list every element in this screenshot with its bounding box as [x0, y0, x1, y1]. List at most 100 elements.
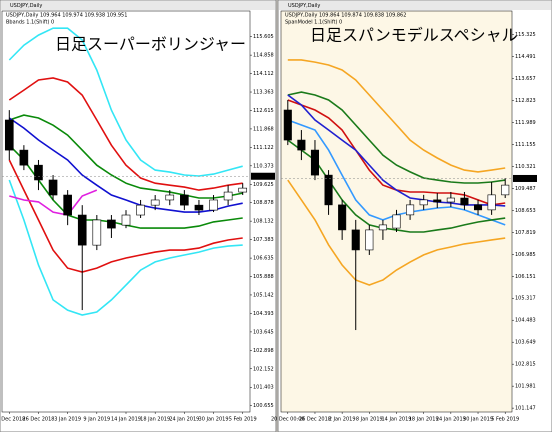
- x-tick-label: 19 Dec 2018: [0, 417, 25, 423]
- candle-body: [223, 191, 233, 201]
- window-title: USDJPY,Daily: [10, 3, 42, 9]
- indicator-line: [287, 94, 506, 207]
- title-bar: [1, 1, 275, 10]
- candle-body: [180, 194, 189, 206]
- candle-body: [473, 204, 483, 211]
- chart-header: USDJPY,Daily 109.964 109.974 109.938 109…: [6, 13, 127, 19]
- x-tick-label: 18 Jan 2019: [409, 417, 439, 423]
- y-tick-label: 113.657: [515, 76, 536, 82]
- y-tick-label: 109.625: [253, 182, 274, 188]
- indicator-line: [8, 117, 243, 213]
- indicator-line: [287, 91, 506, 184]
- y-tick-label: 108.132: [253, 219, 274, 225]
- y-tick-label: 101.403: [253, 385, 274, 391]
- overlay-title: 日足スーパーボリンジャー: [55, 35, 246, 54]
- y-tick-label: 100.655: [253, 403, 274, 409]
- x-tick-label: 24 Jan 2019: [436, 417, 466, 423]
- x-tick-label: 14 Jan 2019: [111, 417, 141, 423]
- candle-body: [406, 204, 415, 216]
- x-tick-label: 8 Jan 2019: [356, 417, 383, 423]
- overlay-title: 日足スパンモデルスペシャル: [310, 26, 518, 45]
- y-tick-label: 114.491: [515, 54, 536, 60]
- y-tick-label: 107.819: [515, 230, 536, 236]
- candle-body: [4, 119, 14, 151]
- x-tick-label: 26 Dec 2018: [22, 417, 54, 423]
- y-tick-label: 111.989: [515, 120, 536, 126]
- last-price: 109.951: [252, 174, 273, 180]
- y-tick-label: 107.383: [253, 237, 274, 243]
- y-tick-label: 114.112: [253, 71, 274, 77]
- y-tick-label: 101.147: [515, 406, 536, 412]
- title-bar: [279, 1, 551, 10]
- last-price: 109.862: [514, 176, 535, 182]
- candle-body: [165, 194, 175, 201]
- candle-body: [365, 229, 374, 251]
- x-tick-label: 5 Feb 2019: [491, 417, 519, 423]
- x-tick-label: 3 Jan 2019: [54, 417, 81, 423]
- candle-body: [378, 224, 387, 231]
- y-tick-label: 109.487: [515, 186, 536, 192]
- candle-body: [487, 194, 496, 211]
- indicator-line: [287, 59, 506, 173]
- y-tick-label: 110.321: [515, 164, 536, 170]
- indicator-line: [8, 159, 243, 273]
- x-tick-label: 24 Jan 2019: [169, 417, 199, 423]
- y-tick-label: 110.373: [253, 163, 274, 169]
- y-tick-label: 112.823: [515, 98, 536, 104]
- x-tick-label: 30 Jan 2019: [463, 417, 493, 423]
- y-tick-label: 108.653: [515, 208, 536, 214]
- x-tick-label: 9 Jan 2019: [83, 417, 110, 423]
- x-tick-label: 26 Dec 2018: [299, 417, 331, 423]
- y-tick-label: 102.815: [515, 362, 536, 368]
- y-tick-label: 105.888: [253, 274, 274, 280]
- candle-body: [338, 204, 347, 231]
- y-tick-label: 105.317: [515, 296, 536, 302]
- y-tick-label: 113.363: [253, 90, 274, 96]
- x-tick-label: 14 Jan 2019: [382, 417, 412, 423]
- last-price-box: [513, 174, 537, 182]
- y-tick-label: 111.122: [253, 145, 274, 151]
- candle-body: [107, 219, 116, 229]
- candle-body: [194, 204, 204, 211]
- y-tick-label: 115.325: [515, 32, 536, 38]
- x-tick-label: 30 Jan 2019: [199, 417, 229, 423]
- y-tick-label: 102.152: [253, 366, 274, 372]
- candle-body: [392, 214, 401, 229]
- y-tick-label: 101.981: [515, 384, 536, 390]
- candle-body: [77, 214, 87, 246]
- y-tick-label: 108.878: [253, 200, 274, 206]
- x-tick-label: 2 Jan 2019: [329, 417, 356, 423]
- indicator-line: [8, 77, 243, 191]
- window-title: USDJPY,Daily: [288, 3, 320, 9]
- candle-body: [150, 199, 160, 206]
- candle-body: [310, 149, 320, 176]
- y-tick-label: 103.649: [515, 340, 536, 346]
- x-tick-label: 5 Feb 2019: [229, 417, 257, 423]
- candle-body: [419, 199, 428, 206]
- indicator-line: [287, 179, 506, 286]
- candle-body: [460, 197, 469, 206]
- candle-body: [324, 174, 333, 206]
- indicator-label: SpanModel 1.1(Shift) 0: [285, 20, 342, 26]
- indicator-label: Bbands 1.1(Shift) 0: [6, 20, 54, 26]
- indicator-line: [8, 179, 243, 316]
- y-tick-label: 114.858: [253, 53, 274, 59]
- y-tick-label: 115.605: [253, 34, 274, 40]
- indicator-line: [9, 114, 243, 199]
- y-tick-label: 111.868: [253, 126, 274, 132]
- x-tick-label: 20 Dec 00:00: [271, 417, 305, 423]
- candle-body: [238, 187, 248, 193]
- candle-body: [48, 179, 58, 196]
- indicator-line: [9, 189, 98, 216]
- y-tick-label: 106.635: [253, 256, 274, 262]
- candle-body: [136, 204, 145, 216]
- y-tick-label: 102.898: [253, 348, 274, 354]
- candle-body: [433, 199, 442, 203]
- candle-body: [446, 197, 455, 203]
- y-tick-label: 105.142: [253, 292, 274, 298]
- x-tick-label: 18 Jan 2019: [140, 417, 170, 423]
- candle-body: [63, 194, 72, 216]
- chart-header: USDJPY,Daily 109.864 109.874 109.838 109…: [285, 13, 406, 19]
